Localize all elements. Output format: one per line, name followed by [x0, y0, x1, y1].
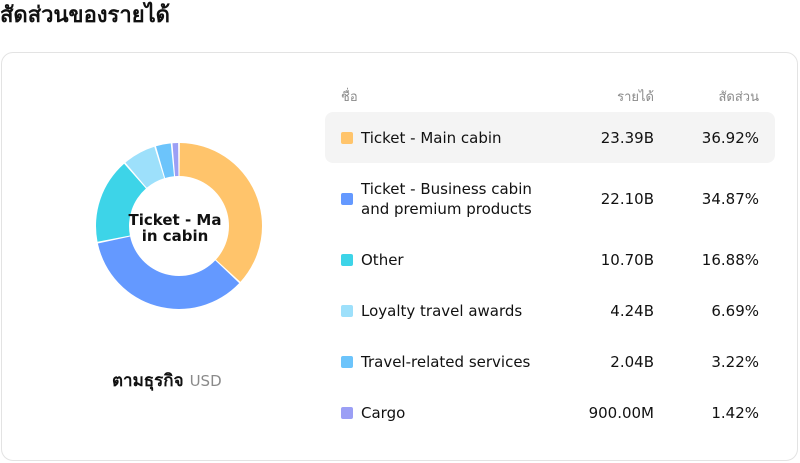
donut-center-label-line-1: Ticket - Ma — [128, 212, 222, 229]
table-row[interactable]: Travel-related services 2.04B 3.22% — [325, 336, 775, 387]
donut-slice-4[interactable] — [155, 143, 175, 178]
row-name: Ticket - Main cabin — [361, 128, 502, 147]
row-share: 6.69% — [711, 301, 759, 320]
donut-slice-5[interactable] — [172, 143, 179, 177]
donut-slice-0[interactable] — [179, 143, 262, 282]
legend-swatch — [341, 304, 353, 317]
table-row[interactable]: Other 10.70B 16.88% — [325, 234, 775, 285]
header-name: ชื่อ — [341, 90, 358, 105]
donut-slice-2[interactable] — [96, 163, 146, 242]
group-label: ตามธุรกิจ USD — [112, 369, 222, 393]
legend-swatch — [341, 192, 353, 205]
table-row[interactable]: Ticket - Main cabin 23.39B 36.92% — [325, 112, 775, 163]
row-name: Other — [361, 250, 404, 269]
legend-swatch — [341, 355, 353, 368]
row-share: 1.42% — [711, 403, 759, 422]
donut-chart — [94, 141, 264, 311]
donut-center-label: Ticket - Ma in cabin — [125, 212, 225, 252]
donut-center-label-line-2: in cabin — [141, 227, 209, 245]
row-revenue: 10.70B — [600, 250, 654, 269]
table-row[interactable]: Loyalty travel awards 4.24B 6.69% — [325, 285, 775, 336]
row-name: Cargo — [361, 403, 406, 422]
donut-slice-1[interactable] — [97, 236, 240, 309]
page-title: สัดส่วนของรายได้ — [0, 3, 170, 28]
legend-swatch — [341, 406, 353, 419]
table-row[interactable]: Ticket - Business cabin and premium prod… — [325, 163, 775, 234]
revenue-table: ชื่อ รายได้ สัดส่วน Ticket - Main cabin … — [325, 80, 775, 438]
row-revenue: 2.04B — [610, 352, 654, 371]
table-row[interactable]: Cargo 900.00M 1.42% — [325, 387, 775, 438]
table-header: ชื่อ รายได้ สัดส่วน — [325, 80, 775, 112]
row-revenue: 23.39B — [600, 128, 654, 147]
row-name: Travel-related services — [361, 352, 531, 371]
row-share: 34.87% — [701, 189, 759, 208]
donut-svg — [96, 143, 262, 309]
donut-slice-3[interactable] — [125, 146, 165, 188]
row-name: Loyalty travel awards — [361, 301, 523, 320]
group-name: ตามธุรกิจ — [112, 371, 184, 391]
row-share: 3.22% — [711, 352, 759, 371]
legend-swatch — [341, 131, 353, 144]
revenue-card — [1, 52, 798, 461]
row-revenue: 900.00M — [588, 403, 654, 422]
row-share: 36.92% — [701, 128, 759, 147]
header-share: สัดส่วน — [718, 90, 760, 105]
group-currency: USD — [189, 372, 222, 390]
header-revenue: รายได้ — [617, 90, 654, 105]
row-name: Ticket - Business cabin and premium prod… — [361, 179, 532, 218]
legend-swatch — [341, 253, 353, 266]
row-revenue: 22.10B — [600, 189, 654, 208]
row-share: 16.88% — [701, 250, 759, 269]
row-revenue: 4.24B — [610, 301, 654, 320]
